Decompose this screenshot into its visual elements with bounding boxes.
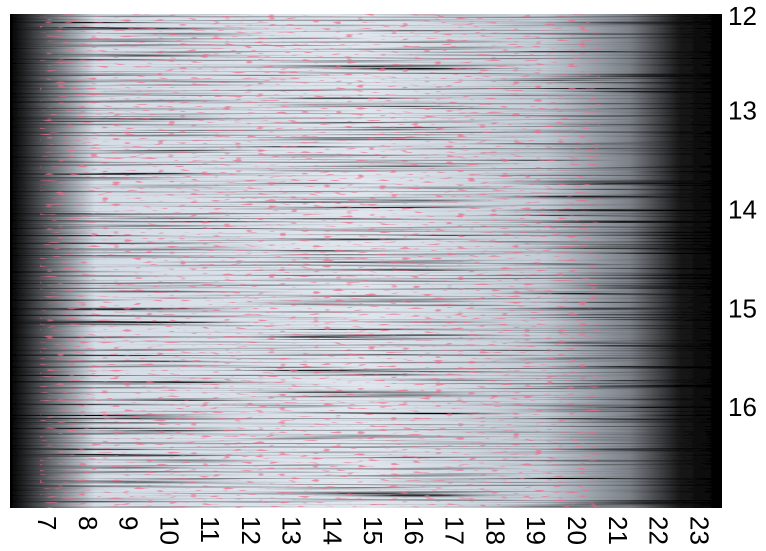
x-tick-label: 19	[521, 516, 551, 545]
y-tick-label: 12	[728, 1, 757, 31]
y-tick-label: 13	[728, 96, 757, 126]
x-tick-label: 22	[644, 516, 674, 545]
x-tick-label: 16	[399, 516, 429, 545]
x-tick-label: 10	[154, 516, 184, 545]
x-tick-label: 8	[73, 516, 103, 530]
y-tick-label: 15	[728, 293, 757, 323]
x-tick-label: 20	[562, 516, 592, 545]
x-tick-label: 17	[440, 516, 470, 545]
x-tick-label: 12	[236, 516, 266, 545]
x-tick-label: 9	[114, 516, 144, 530]
x-tick-label: 7	[32, 516, 62, 530]
x-tick-label: 21	[603, 516, 633, 545]
heatmap-texture	[10, 14, 722, 508]
x-tick-label: 11	[195, 516, 225, 543]
x-tick-label: 15	[358, 516, 388, 545]
x-tick-label: 13	[277, 516, 307, 545]
x-tick-label: 18	[480, 516, 510, 545]
y-tick-label: 14	[728, 194, 757, 224]
x-tick-label: 14	[317, 516, 347, 545]
x-tick-label: 23	[684, 516, 714, 545]
y-tick-label: 16	[728, 392, 757, 422]
